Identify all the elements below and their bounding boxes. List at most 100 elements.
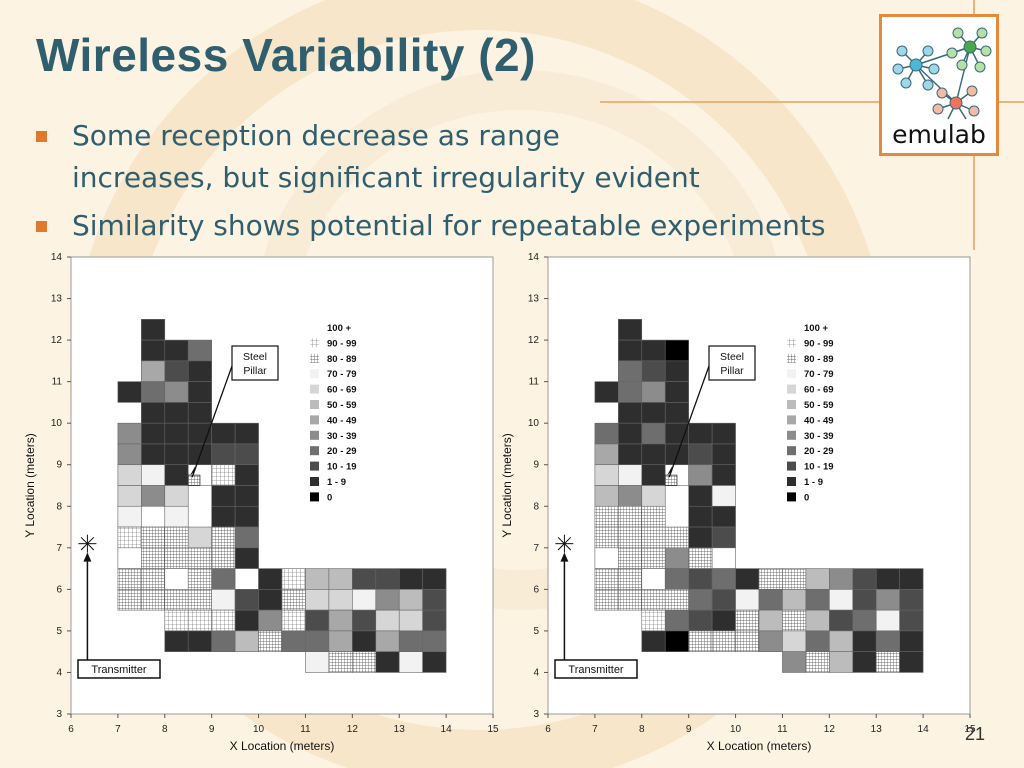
heatmap-cell	[711, 630, 736, 652]
heatmap-cell	[688, 630, 713, 652]
legend-swatch	[310, 446, 319, 456]
heatmap-cell	[688, 464, 713, 486]
x-tick-label: 13	[871, 724, 883, 735]
bullet-square-icon	[36, 131, 47, 142]
heatmap-cell	[594, 526, 619, 549]
arrowhead-icon	[83, 552, 92, 562]
heatmap-cell	[234, 568, 259, 590]
heatmap-cell	[641, 505, 666, 528]
heatmap-cell	[141, 319, 166, 341]
heatmap-cell	[899, 630, 924, 652]
heatmap-cell	[875, 568, 900, 590]
legend-label: 1 - 9	[804, 477, 823, 488]
heatmap-cell	[618, 381, 643, 403]
heatmap-cell	[758, 589, 783, 611]
heatmap-cell	[688, 547, 713, 569]
heatmap-cell	[594, 505, 619, 528]
heatmap-cell	[328, 651, 353, 673]
legend-swatch	[310, 492, 319, 502]
heatmap-cell	[641, 339, 666, 362]
bullet-item-1: Some reception decrease as range increas…	[36, 115, 956, 199]
steel-pillar-pointer	[191, 365, 233, 478]
logo-text: emulab	[892, 120, 986, 149]
x-tick-label: 10	[253, 724, 265, 735]
heatmap-cell	[735, 589, 760, 611]
x-tick-label: 14	[918, 724, 930, 735]
heatmap-cell	[328, 589, 353, 611]
heatmap-cell	[711, 609, 736, 632]
heatmap-cell	[618, 485, 643, 507]
legend-swatch	[787, 430, 796, 440]
network-graph-icon	[892, 27, 992, 120]
heatmap-cell	[594, 422, 619, 445]
heatmap-cell	[305, 609, 330, 632]
transmitter-icon	[557, 536, 565, 545]
y-tick-label: 12	[528, 335, 540, 346]
y-tick-label: 10	[51, 418, 63, 429]
heatmap-cell	[258, 589, 283, 611]
heatmap-cell	[641, 443, 666, 466]
heatmap-cell	[641, 381, 666, 403]
steel-pillar-marker	[187, 474, 201, 486]
heatmap-cell	[211, 443, 236, 466]
heatmap-cell	[852, 630, 877, 652]
heatmap-cell	[211, 547, 236, 569]
heatmap-right: 6 7 8 9 10 11 12 13 14 15 3 4 5 6 7 8 9 10 11 12 13 14 X Locat…	[500, 252, 976, 753]
heatmap-cell	[711, 526, 736, 549]
legend-swatch	[310, 323, 319, 332]
heatmap-cell	[688, 568, 713, 590]
y-tick-label: 3	[533, 709, 539, 720]
transmitter-icon	[80, 536, 88, 545]
arrowhead-icon	[560, 552, 569, 562]
steel-pillar-callout	[231, 345, 279, 381]
y-tick-label: 8	[56, 501, 62, 512]
heatmap-cell	[117, 589, 142, 611]
heatmap-cell	[375, 651, 400, 673]
x-axis-label: X Location (meters)	[230, 739, 335, 753]
legend-label: 90 - 99	[804, 338, 834, 349]
heatmap-cell	[618, 422, 643, 445]
x-tick-label: 14	[441, 724, 453, 735]
legend-swatch	[310, 400, 319, 409]
heatmap-cell	[164, 381, 189, 403]
heatmap-cell	[594, 443, 619, 466]
heatmap-cell	[805, 589, 830, 611]
heatmap-cell	[398, 651, 423, 673]
transmitter-label: Transmitter	[568, 664, 624, 676]
legend-label: 70 - 79	[804, 369, 834, 380]
heatmap-cell	[141, 526, 166, 549]
heatmap-cell	[618, 547, 643, 569]
legend-swatch	[310, 353, 319, 363]
legend-label: 60 - 69	[327, 385, 357, 396]
legend-swatch	[787, 477, 796, 486]
heatmap-cell	[829, 568, 854, 590]
heatmap-cell	[875, 609, 900, 632]
heatmap-cell	[641, 609, 666, 632]
legend-label: 10 - 19	[327, 462, 357, 473]
legend-swatch	[787, 384, 796, 394]
heatmap-cell	[234, 526, 259, 549]
heatmap-cell	[281, 568, 306, 590]
legend-swatch	[787, 492, 796, 502]
legend-swatch	[787, 415, 796, 425]
heatmap-cell	[305, 651, 330, 673]
heatmap-cell	[664, 381, 689, 403]
heatmap-cell	[187, 381, 212, 403]
heatmap-cell	[875, 651, 900, 673]
heatmap-cell	[141, 547, 166, 569]
steel-pillar-label: Pillar	[243, 365, 267, 377]
heatmap-cell	[117, 547, 142, 569]
y-tick-label: 9	[533, 460, 539, 471]
heatmap-cell	[234, 547, 259, 569]
heatmap-cell	[641, 589, 666, 611]
heatmap-cell	[234, 589, 259, 611]
legend-label: 40 - 49	[804, 415, 834, 426]
heatmap-cell	[735, 609, 760, 632]
heatmap-cell	[211, 464, 236, 486]
heatmap-cell	[641, 568, 666, 590]
legend-label: 70 - 79	[327, 369, 357, 380]
heatmap-cell	[829, 609, 854, 632]
heatmap-cell	[187, 589, 212, 611]
heatmap-cell	[141, 505, 166, 528]
heatmap-cell	[711, 422, 736, 445]
